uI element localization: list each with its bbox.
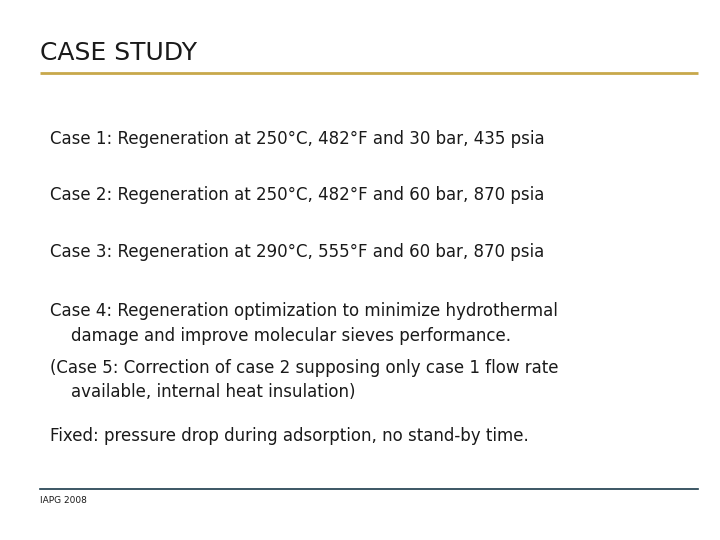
Text: CASE STUDY: CASE STUDY: [40, 40, 197, 64]
Text: Case 1: Regeneration at 250°C, 482°F and 30 bar, 435 psia: Case 1: Regeneration at 250°C, 482°F and…: [50, 130, 545, 147]
Text: Case 2: Regeneration at 250°C, 482°F and 60 bar, 870 psia: Case 2: Regeneration at 250°C, 482°F and…: [50, 186, 545, 204]
Text: damage and improve molecular sieves performance.: damage and improve molecular sieves perf…: [50, 327, 511, 345]
Text: IAPG 2008: IAPG 2008: [40, 496, 86, 505]
Text: Case 3: Regeneration at 290°C, 555°F and 60 bar, 870 psia: Case 3: Regeneration at 290°C, 555°F and…: [50, 243, 544, 261]
Text: Case 4: Regeneration optimization to minimize hydrothermal: Case 4: Regeneration optimization to min…: [50, 302, 558, 320]
Text: (Case 5: Correction of case 2 supposing only case 1 flow rate: (Case 5: Correction of case 2 supposing …: [50, 359, 559, 377]
Text: Fixed: pressure drop during adsorption, no stand-by time.: Fixed: pressure drop during adsorption, …: [50, 427, 529, 444]
Text: available, internal heat insulation): available, internal heat insulation): [50, 383, 356, 401]
